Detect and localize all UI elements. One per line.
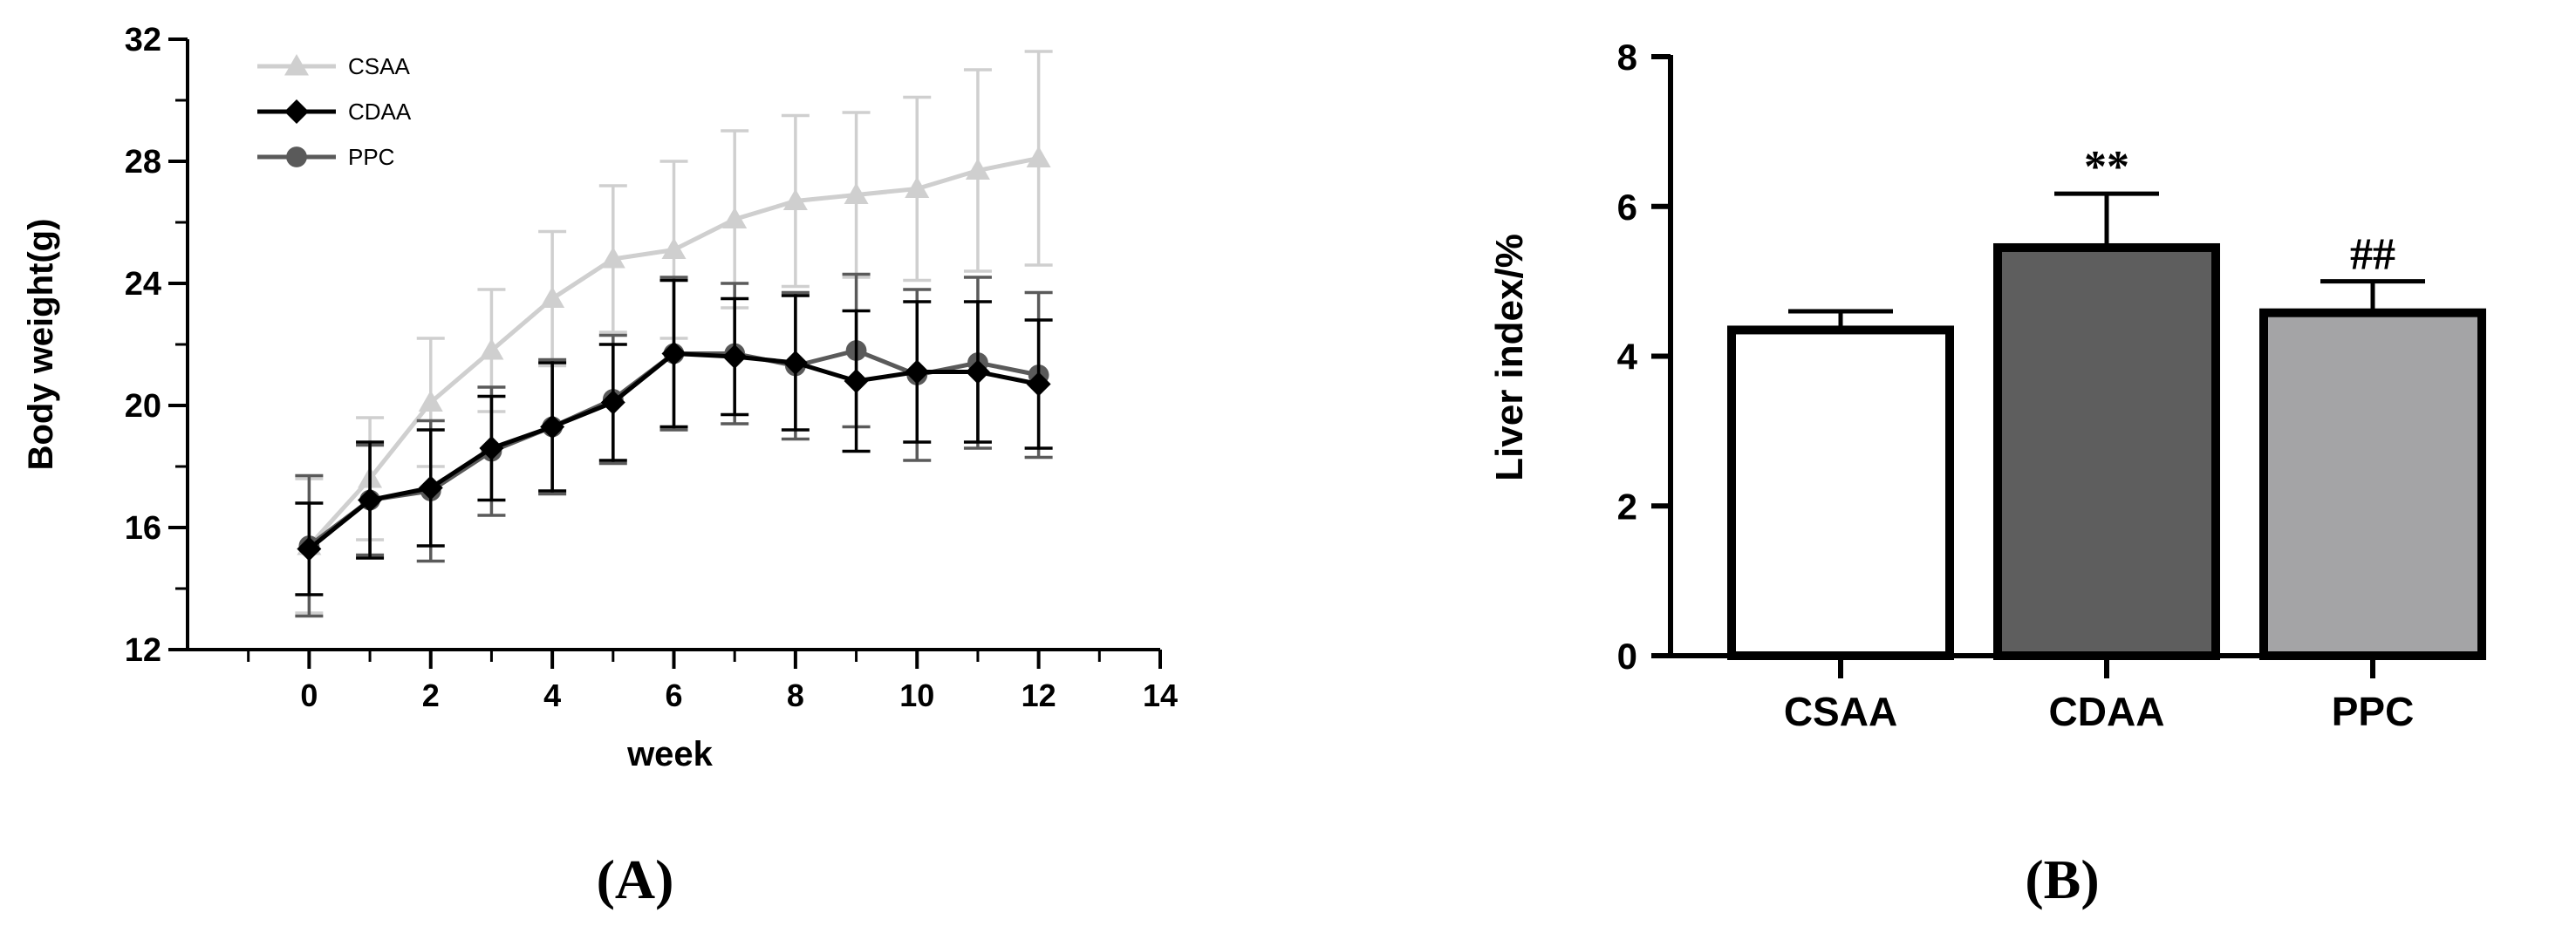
legend-marker-csaa	[284, 54, 309, 76]
legend-entry-csaa: CSAA	[257, 53, 410, 79]
point-csaa	[844, 182, 869, 204]
bar-group-ppc: ##	[2259, 230, 2486, 660]
legend-label-ppc: PPC	[348, 144, 394, 170]
panel-b-x-tick-label-csaa: CSAA	[1784, 689, 1897, 734]
point-csaa	[418, 390, 443, 412]
panel-a-y-tick-label: 12	[125, 632, 161, 669]
panel-a-y-tick-label: 16	[125, 510, 161, 547]
point-csaa	[479, 338, 504, 360]
point-csaa	[782, 188, 808, 210]
panel-a-x-tick-label: 12	[1022, 678, 1056, 713]
panel-a-x-axis-label: week	[626, 735, 714, 773]
panel-a-x-tick-label: 6	[665, 678, 682, 713]
point-cdaa	[358, 487, 383, 513]
point-cdaa	[905, 359, 930, 385]
panel-a-x-tick-label: 14	[1143, 678, 1178, 713]
panel-a-series	[295, 50, 1053, 618]
bar-group-cdaa: **	[1993, 142, 2220, 660]
point-cdaa	[1026, 371, 1051, 397]
panel-a-x-tick-label: 10	[899, 678, 934, 713]
legend-entry-cdaa: CDAA	[257, 99, 412, 125]
point-csaa	[722, 207, 748, 228]
point-cdaa	[600, 390, 625, 415]
panel-b-x-ticks: CSAA CDAA PPC	[1784, 656, 2414, 734]
panel-a-x-tick-label: 4	[543, 678, 561, 713]
bar-cdaa	[1993, 242, 2220, 660]
point-csaa	[1026, 146, 1051, 167]
point-cdaa	[782, 351, 808, 375]
panel-a-x-tick-label: 0	[300, 678, 318, 713]
panel-b-y-tick-label: 6	[1617, 187, 1637, 228]
bar-group-csaa	[1727, 309, 1954, 660]
series-cdaa	[295, 278, 1053, 596]
panel-a-y-axis-label: Body weight(g)	[22, 219, 60, 471]
legend-marker-ppc	[286, 146, 307, 167]
panel-b-y-ticks: 0 2 4 6 8	[1617, 37, 1671, 677]
panel-b-y-axis-label: Liver index/%	[1488, 234, 1531, 481]
point-cdaa	[479, 436, 504, 460]
point-csaa	[905, 176, 930, 198]
panel-a-label: (A)	[597, 848, 674, 910]
panel-b-label: (B)	[2025, 848, 2099, 910]
panel-a-x-tick-label: 2	[422, 678, 440, 713]
panel-a-x-ticks: 0 2 4 6 8 10 12 14	[247, 650, 1178, 713]
bar-ppc	[2259, 308, 2486, 660]
panel-b-y-tick-label: 4	[1617, 337, 1638, 378]
significance-annotation-cdaa: **	[2084, 142, 2129, 192]
legend-label-cdaa: CDAA	[348, 99, 412, 125]
point-cdaa	[844, 369, 869, 393]
panel-a-legend: CSAA CDAA PPC	[257, 53, 412, 170]
panel-a-y-tick-label: 20	[125, 388, 161, 425]
panel-a-y-tick-label: 24	[125, 266, 161, 303]
panel-b-bars: ** ##	[1727, 142, 2486, 660]
bar-csaa	[1727, 325, 1954, 660]
significance-annotation-ppc: ##	[2350, 230, 2395, 280]
panel-b-y-tick-label: 0	[1617, 636, 1637, 677]
panel-b-y-tick-label: 2	[1617, 486, 1637, 527]
panel-b-x-tick-label-cdaa: CDAA	[2049, 689, 2165, 734]
point-csaa	[540, 286, 565, 308]
legend-marker-cdaa	[284, 99, 309, 124]
panel-a-x-tick-label: 8	[787, 678, 804, 713]
legend-entry-ppc: PPC	[257, 144, 394, 170]
point-cdaa	[297, 536, 322, 562]
point-csaa	[965, 158, 990, 180]
panel-a-y-ticks: 12 16 20 24 28 32	[125, 22, 188, 669]
panel-b-x-tick-label-ppc: PPC	[2332, 689, 2415, 734]
point-csaa	[600, 247, 625, 269]
panel-a-y-tick-label: 32	[125, 22, 161, 58]
point-cdaa	[540, 414, 565, 439]
point-cdaa	[722, 344, 748, 369]
legend-label-csaa: CSAA	[348, 53, 410, 79]
point-cdaa	[661, 341, 687, 366]
point-csaa	[661, 237, 687, 259]
panel-a-y-tick-label: 28	[125, 144, 161, 180]
panel-b-y-tick-label: 8	[1617, 37, 1637, 78]
point-cdaa	[965, 359, 990, 385]
panel-b-bar-chart: ** ## 0 2 4 6 8 CSAA CDAA PPC Liver index/% (B)	[1488, 37, 2486, 910]
point-cdaa	[418, 475, 443, 501]
